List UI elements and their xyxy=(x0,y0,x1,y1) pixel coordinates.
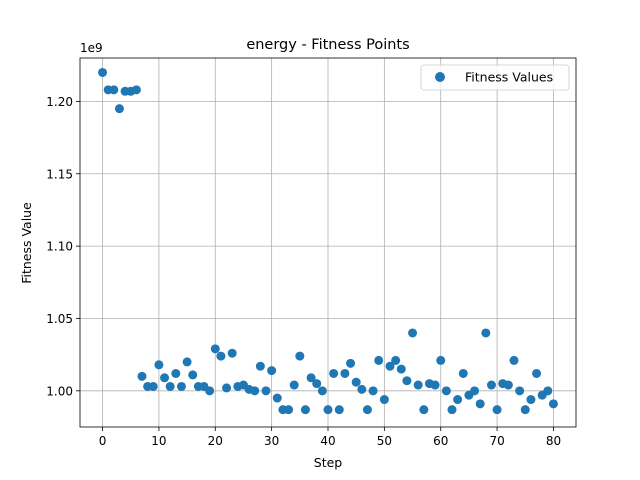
data-point xyxy=(323,405,333,415)
y-tick-label: 1.05 xyxy=(46,312,73,326)
x-tick-label: 30 xyxy=(264,434,279,448)
data-point xyxy=(441,386,451,396)
data-point xyxy=(222,383,232,393)
data-point xyxy=(267,366,277,376)
data-point xyxy=(109,85,119,95)
data-point xyxy=(272,393,282,403)
data-point xyxy=(137,371,147,381)
data-point xyxy=(368,386,378,396)
data-point xyxy=(98,67,108,77)
data-point xyxy=(503,380,513,390)
data-point xyxy=(289,380,299,390)
data-point xyxy=(154,360,164,370)
data-point xyxy=(436,355,446,365)
data-point xyxy=(374,355,384,365)
data-point xyxy=(402,376,412,386)
data-point xyxy=(475,399,485,409)
x-axis-label: Step xyxy=(314,455,343,470)
data-point xyxy=(419,405,429,415)
data-point xyxy=(312,379,322,389)
data-point xyxy=(227,348,237,358)
legend-box xyxy=(420,64,570,91)
data-point xyxy=(515,386,525,396)
data-point xyxy=(255,361,265,371)
data-point xyxy=(526,395,536,405)
y-tick-label: 1.00 xyxy=(46,384,73,398)
data-point xyxy=(391,355,401,365)
data-point xyxy=(543,386,553,396)
data-point xyxy=(430,380,440,390)
x-tick-label: 40 xyxy=(320,434,335,448)
data-point xyxy=(340,368,350,378)
data-point xyxy=(329,368,339,378)
data-point xyxy=(396,364,406,374)
data-point xyxy=(334,405,344,415)
data-point xyxy=(300,405,310,415)
data-point xyxy=(205,386,215,396)
data-point xyxy=(148,381,158,391)
x-tick-label: 20 xyxy=(208,434,223,448)
data-point xyxy=(548,399,558,409)
data-point xyxy=(306,373,316,383)
data-point xyxy=(447,405,457,415)
y-tick-label: 1.20 xyxy=(46,95,73,109)
data-point xyxy=(114,104,124,114)
chart-title: energy - Fitness Points xyxy=(246,37,409,53)
x-tick-label: 10 xyxy=(151,434,166,448)
data-point xyxy=(216,351,226,361)
data-point xyxy=(131,85,141,95)
data-point xyxy=(509,355,519,365)
data-point xyxy=(453,395,463,405)
data-point xyxy=(176,381,186,391)
y-axis-label: Fitness Value xyxy=(19,202,34,284)
data-point xyxy=(357,384,367,394)
data-point xyxy=(250,386,260,396)
data-point xyxy=(210,344,220,354)
x-tick-label: 60 xyxy=(433,434,448,448)
data-point xyxy=(413,380,423,390)
y-tick-label: 1.10 xyxy=(46,240,73,254)
x-axis-ticks: 0 10 20 30 40 50 60 70 80 xyxy=(99,427,561,448)
data-point xyxy=(532,368,542,378)
data-point xyxy=(362,405,372,415)
data-point xyxy=(182,357,192,367)
y-tick-label: 1.15 xyxy=(46,167,73,181)
x-tick-label: 0 xyxy=(99,434,107,448)
data-point xyxy=(379,395,389,405)
data-point xyxy=(458,368,468,378)
data-point xyxy=(284,405,294,415)
data-point xyxy=(317,386,327,396)
x-tick-label: 70 xyxy=(489,434,504,448)
data-point xyxy=(408,328,418,338)
data-point xyxy=(481,328,491,338)
y-axis-ticks: 1.00 1.05 1.10 1.15 1.20 xyxy=(46,95,80,398)
data-point xyxy=(261,386,271,396)
x-tick-label: 80 xyxy=(546,434,561,448)
data-point xyxy=(165,381,175,391)
data-point xyxy=(171,368,181,378)
legend-label: Fitness Values xyxy=(465,70,553,85)
data-point xyxy=(492,405,502,415)
data-point xyxy=(295,351,305,361)
x-tick-label: 50 xyxy=(377,434,392,448)
data-point xyxy=(160,373,170,383)
data-point xyxy=(188,370,198,380)
legend-marker xyxy=(435,72,445,82)
data-point xyxy=(486,380,496,390)
data-point xyxy=(520,405,530,415)
grid-lines xyxy=(80,58,576,427)
data-point xyxy=(351,377,361,387)
data-point xyxy=(385,361,395,371)
data-points xyxy=(98,67,558,415)
legend: Fitness Values xyxy=(420,64,570,91)
data-point xyxy=(470,386,480,396)
y-axis-offset-label: 1e9 xyxy=(80,41,103,55)
data-point xyxy=(346,358,356,368)
